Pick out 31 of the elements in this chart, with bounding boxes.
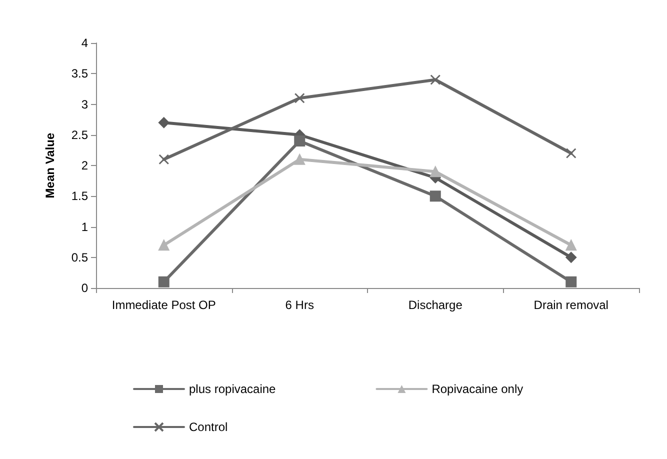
point xyxy=(566,240,577,251)
point xyxy=(566,148,576,158)
point xyxy=(566,276,577,288)
point xyxy=(158,276,170,288)
x-tick-label: Discharge xyxy=(408,298,463,312)
point xyxy=(158,240,170,251)
y-tick-label: 3.5 xyxy=(71,66,88,81)
y-tick-label: 0.5 xyxy=(71,250,88,264)
legend-label: Ropivacaine only xyxy=(432,382,524,396)
point xyxy=(158,154,170,165)
legend-label: Control xyxy=(189,420,228,434)
y-tick-label: 1 xyxy=(81,220,88,234)
y-tick-label: 0 xyxy=(81,281,88,295)
point xyxy=(294,154,306,165)
x-tick-label: Drain removal xyxy=(534,298,608,312)
legend-label: plus ropivacaine xyxy=(189,382,276,396)
x-tick-label: 6 Hrs xyxy=(285,298,314,312)
point xyxy=(430,190,441,202)
x-tick-label: Immediate Post OP xyxy=(112,298,216,312)
point xyxy=(430,166,441,178)
point xyxy=(430,74,441,85)
point xyxy=(158,117,170,128)
y-tick-label: 1.5 xyxy=(71,189,88,204)
y-tick-label: 3 xyxy=(81,97,88,112)
y-tick-label: 4 xyxy=(81,36,88,50)
point xyxy=(294,92,305,104)
point xyxy=(566,252,577,263)
y-tick-label: 2 xyxy=(81,158,88,172)
y-tick-label: 2.5 xyxy=(71,128,88,142)
point xyxy=(294,136,306,146)
y-axis-title: Mean Value xyxy=(43,132,57,198)
